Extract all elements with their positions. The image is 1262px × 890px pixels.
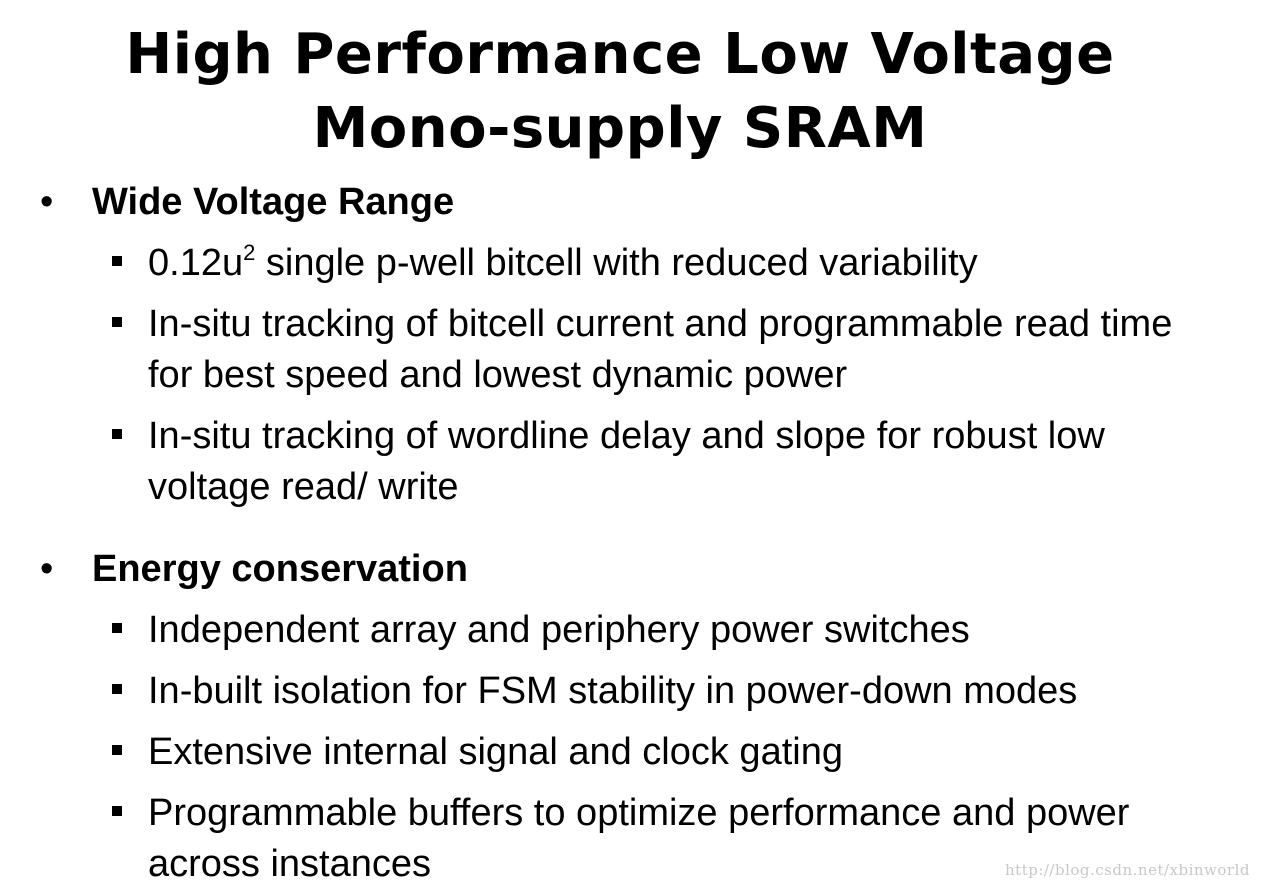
section-heading-label: Wide Voltage Range [92,181,455,223]
round-bullet-icon: • [40,548,54,590]
square-bullet-icon [112,806,122,816]
square-bullet-icon [112,256,122,266]
list-item-text: In-built isolation for FSM stability in … [148,670,1078,712]
square-bullet-icon [112,745,122,755]
slide-title: High Performance Low Voltage Mono-supply… [0,18,1240,166]
list-item-text: Independent array and periphery power sw… [148,609,970,651]
square-bullet-icon [112,623,122,633]
list-item: In-built isolation for FSM stability in … [108,666,1218,717]
watermark: http://blog.csdn.net/xbinworld [1005,861,1250,879]
list-item: In-situ tracking of wordline delay and s… [108,411,1218,513]
list-item: Extensive internal signal and clock gati… [108,727,1218,778]
list-item-text: In-situ tracking of wordline delay and s… [148,415,1105,508]
section-heading-label: Energy conservation [92,548,468,590]
round-bullet-icon: • [40,181,54,223]
list-item: Programmable buffers to optimize perform… [108,788,1218,890]
bitcell-area-value: 0.12u [148,242,244,284]
list-item-text: 0.12u2 single p-well bitcell with reduce… [148,238,1218,289]
slide-title-line-1: High Performance Low Voltage [125,22,1115,87]
list-item-text: In-situ tracking of bitcell current and … [148,303,1173,396]
superscript: 2 [243,240,256,265]
square-bullet-icon [112,429,122,439]
list-item-text-rest: single p-well bitcell with reduced varia… [255,242,978,284]
list-item: In-situ tracking of bitcell current and … [108,299,1218,401]
slide-title-line-2: Mono-supply SRAM [312,96,928,161]
list-item: Independent array and periphery power sw… [108,605,1218,656]
square-bullet-icon [112,684,122,694]
section-heading-energy-conservation: • Energy conservation [40,543,468,595]
square-bullet-icon [112,317,122,327]
list-item-text: Programmable buffers to optimize perform… [148,792,1130,885]
list-item: 0.12u2 single p-well bitcell with reduce… [108,238,1218,289]
list-item-text: Extensive internal signal and clock gati… [148,731,843,773]
section-heading-wide-voltage-range: • Wide Voltage Range [40,176,454,228]
